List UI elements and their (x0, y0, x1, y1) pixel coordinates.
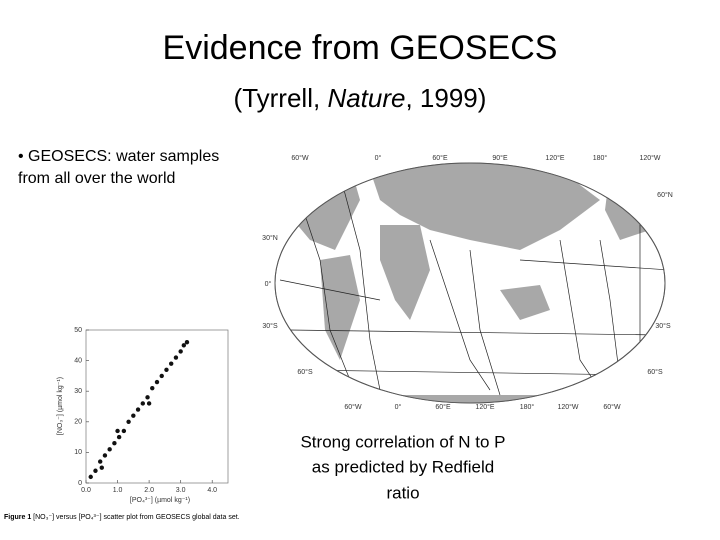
bullet-text: from all over the world (18, 170, 175, 187)
caption-label: Figure 1 (4, 514, 31, 521)
map-label: 30°S (655, 322, 671, 330)
map-label: 60°S (647, 368, 663, 376)
x-tick-label: 0.0 (81, 487, 91, 494)
x-tick-label: 3.0 (176, 487, 186, 494)
x-tick-label: 4.0 (207, 487, 217, 494)
data-point (98, 459, 103, 464)
map-label: 180° (593, 154, 608, 162)
y-tick-label: 30 (74, 388, 82, 395)
data-point (102, 453, 108, 458)
map-label: 120°W (639, 154, 660, 162)
data-point (145, 395, 150, 400)
caption-text: [NO₃⁻] versus [PO₄³⁻] scatter plot from … (31, 514, 239, 521)
subtitle-journal: Nature (327, 83, 405, 113)
title: Evidence from GEOSECS (163, 29, 558, 67)
map-border (274, 162, 666, 404)
map-label: 0° (265, 280, 272, 288)
data-point (116, 434, 122, 440)
map-label: 60°E (432, 154, 448, 162)
subtitle-part: (Tyrrell, (234, 83, 328, 113)
data-point (107, 447, 112, 452)
x-tick-label: 2.0 (144, 487, 154, 494)
map-label: 90°E (492, 154, 508, 162)
data-point (135, 407, 141, 412)
map-label: 120°E (545, 154, 564, 162)
data-point (112, 441, 117, 446)
data-point (121, 428, 127, 434)
data-point (115, 428, 120, 434)
note-text: as predicted by Redfield (312, 457, 494, 476)
data-point (99, 465, 104, 470)
map-label: 30°N (262, 234, 278, 242)
data-point (169, 361, 174, 366)
data-point (131, 413, 136, 418)
map-label: 30°S (262, 322, 278, 330)
map-label: 60°N (657, 191, 673, 199)
map-label: 120°E (475, 403, 494, 411)
y-tick-label: 0 (78, 480, 82, 487)
data-point (154, 379, 160, 385)
data-point (184, 340, 190, 345)
map (274, 162, 666, 404)
map-label: 120°W (557, 403, 578, 411)
map-label: 60°W (344, 403, 362, 411)
data-point (93, 468, 98, 473)
subtitle-part: , 1999) (405, 83, 486, 113)
data-point (178, 349, 183, 354)
subtitle: (Tyrrell, Nature, 1999) (234, 83, 487, 113)
map-label: 60°E (435, 403, 451, 411)
map-label: 60°S (297, 368, 313, 376)
plot-frame (85, 329, 229, 484)
data-point (181, 343, 187, 348)
map-label: 0° (395, 403, 402, 411)
y-tick-label: 40 (74, 357, 82, 364)
data-point (173, 355, 179, 360)
data-point (88, 474, 93, 480)
map-label: 0° (375, 154, 382, 162)
x-tick-label: 1.0 (113, 487, 123, 494)
data-point (150, 385, 155, 391)
map-label: 60°W (603, 403, 621, 411)
y-axis-label: [NO₃⁻] (µmol kg⁻¹) (57, 377, 64, 435)
data-point (164, 367, 169, 372)
y-tick-label: 10 (74, 449, 82, 456)
data-point (140, 401, 145, 406)
note-text: ratio (386, 483, 419, 502)
map-label: 180° (520, 403, 535, 411)
y-tick-label: 50 (74, 327, 82, 334)
note-text: Strong correlation of N to P (300, 432, 505, 451)
map-label: 60°W (291, 154, 309, 162)
data-point (159, 373, 164, 379)
x-axis-label: [PO₄³⁻] (µmol kg⁻¹) (130, 497, 190, 504)
y-tick-label: 20 (74, 419, 82, 426)
figure-caption: Figure 1 [NO₃⁻] versus [PO₄³⁻] scatter p… (4, 514, 240, 521)
data-point (146, 401, 152, 406)
bullet-text: • GEOSECS: water samples (18, 148, 219, 165)
data-point (126, 419, 131, 424)
